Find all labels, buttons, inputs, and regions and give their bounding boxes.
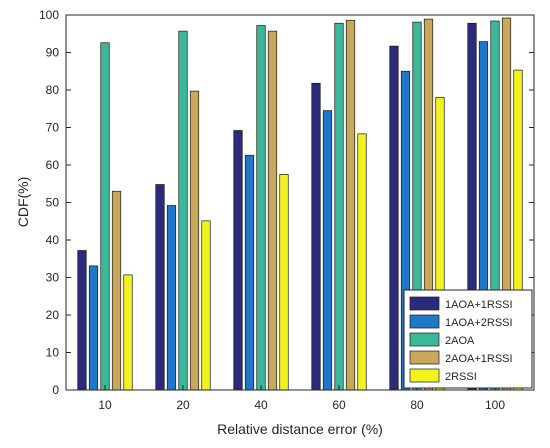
x-tick-label: 10	[98, 398, 112, 412]
legend-label: 1AOA+1RSSI	[445, 299, 513, 311]
bar	[311, 82, 321, 391]
bar	[334, 22, 344, 391]
bar	[166, 205, 177, 391]
bar	[77, 250, 87, 391]
bar	[357, 133, 367, 391]
bar	[322, 110, 333, 391]
bar	[256, 25, 266, 391]
x-axis: 10 20 40 60 80 100	[98, 385, 505, 412]
bar	[111, 190, 122, 391]
y-tick-label: 40	[46, 233, 60, 247]
y-tick-label: 60	[46, 158, 60, 172]
y-tick-label: 20	[46, 308, 60, 322]
y-tick-label: 100	[39, 8, 59, 22]
bar	[189, 90, 200, 391]
bar	[389, 45, 399, 391]
bar	[100, 42, 110, 391]
y-axis-label: CDF(%)	[15, 177, 31, 228]
x-tick-label: 20	[176, 398, 190, 412]
legend-label: 1AOA+2RSSI	[445, 317, 513, 329]
y-tick-label: 70	[46, 121, 60, 135]
bar	[123, 274, 133, 391]
x-axis-label: Relative distance error (%)	[217, 421, 383, 437]
y-tick-label: 80	[46, 83, 60, 97]
bar	[244, 154, 255, 391]
x-tick-label: 80	[410, 398, 424, 412]
legend-swatch	[409, 296, 440, 311]
bar	[178, 30, 188, 391]
x-tick-label: 100	[485, 398, 505, 412]
bar	[279, 174, 289, 391]
y-tick-label: 50	[46, 196, 60, 210]
legend-swatch	[409, 368, 440, 383]
legend-swatch	[409, 350, 440, 365]
bar	[233, 130, 243, 391]
y-tick-label: 10	[46, 346, 60, 360]
legend-label: 2RSSI	[445, 371, 477, 383]
legend-swatch	[409, 314, 440, 329]
legend-swatch	[409, 332, 440, 347]
legend-label: 2AOA	[445, 335, 475, 347]
y-tick-label: 30	[46, 271, 60, 285]
bar	[201, 220, 211, 391]
y-tick-label: 0	[52, 383, 59, 397]
bar	[267, 30, 278, 391]
x-tick-label: 60	[332, 398, 346, 412]
x-tick-label: 40	[254, 398, 268, 412]
y-tick-label: 90	[46, 46, 60, 60]
y-axis: 0 10 20 30 40 50 60 70 80 90 100	[39, 8, 534, 397]
bar	[88, 265, 99, 391]
legend: 1AOA+1RSSI 1AOA+2RSSI 2AOA 2AOA+1RSSI 2RSSI	[403, 289, 533, 389]
bar	[155, 184, 165, 391]
legend-label: 2AOA+1RSSI	[445, 353, 513, 365]
bar	[345, 19, 356, 391]
